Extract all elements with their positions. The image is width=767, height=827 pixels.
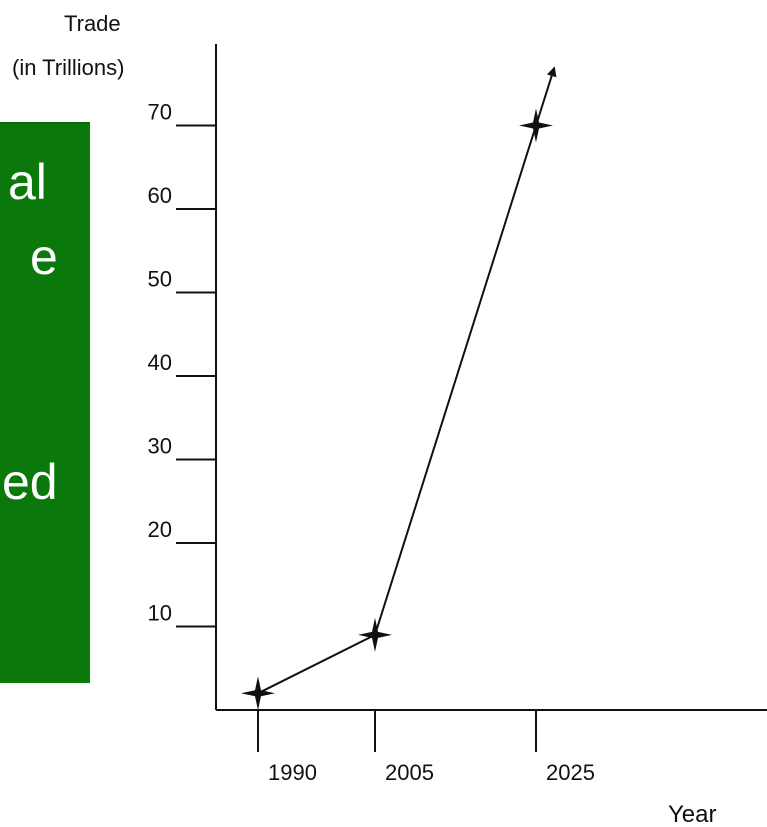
panel-text-fragment-3: ed [2,454,58,510]
y-tick-label: 30 [148,434,172,459]
x-axis-label: Year [668,801,717,827]
x-tick-label: 2005 [385,760,434,785]
x-tick-label: 1990 [268,760,317,785]
panel-text-fragment-2: e [30,229,58,285]
green-text-panel: al e ed [0,118,90,683]
panel-text-fragment-1: al [8,154,47,210]
data-point-star-1990 [241,676,275,711]
x-tick-label: 2025 [546,760,595,785]
x-ticks: 1990 2005 2025 [257,710,595,785]
data-points [241,108,553,711]
data-point-star-2025 [519,108,553,143]
panel-top-edge [0,122,90,124]
y-tick-label: 70 [148,100,172,125]
y-tick-label: 50 [148,267,172,292]
trend-arrow [535,66,557,126]
series-line [257,633,376,695]
y-tick-label: 40 [148,350,172,375]
y-tick-label: 20 [148,517,172,542]
y-axis-label-line2: (in Trillions) [12,55,124,80]
series-line-segment-2 [374,125,537,636]
y-tick-label: 60 [148,183,172,208]
y-tick-label: 10 [148,601,172,626]
y-axis-label-line1: Trade [64,11,121,36]
y-ticks: 10 20 30 40 50 60 70 [148,100,216,628]
data-point-star-2005 [358,617,392,652]
